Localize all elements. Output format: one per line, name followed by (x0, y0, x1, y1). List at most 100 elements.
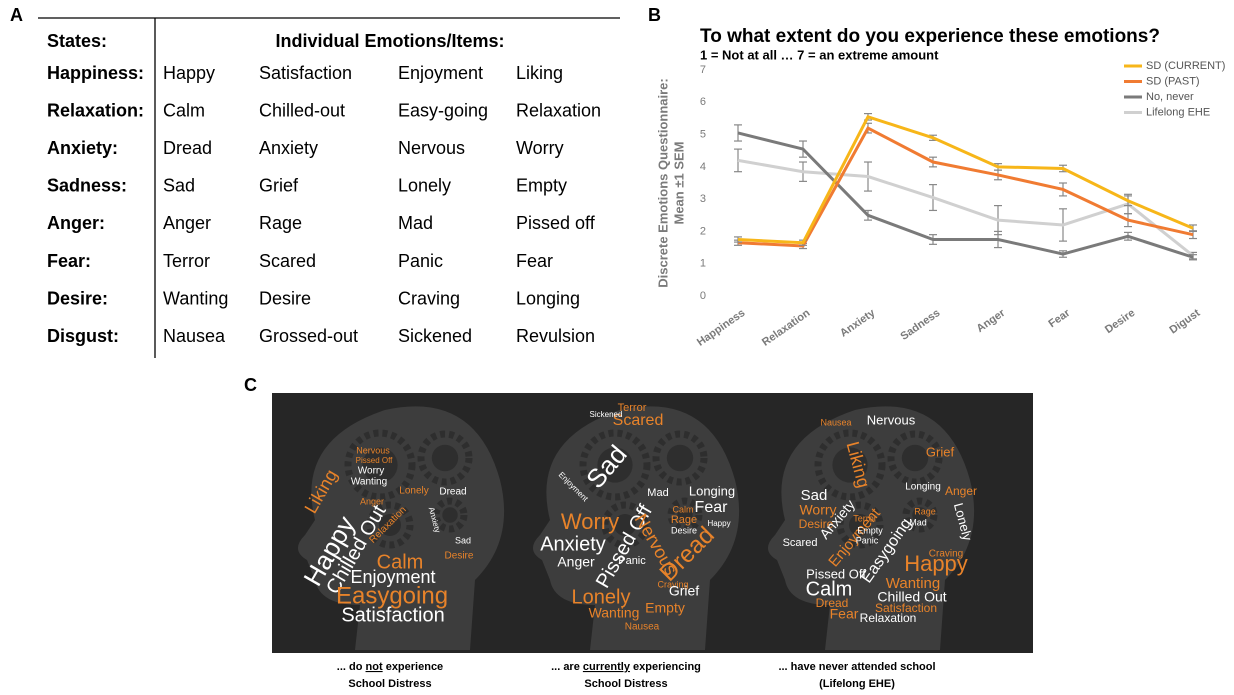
cloud-word: Anxiety (540, 533, 606, 555)
cloud-word: Pissed Off (356, 456, 394, 465)
panel-label: B (648, 5, 661, 25)
gear-hub (597, 447, 633, 483)
cloud-word: Craving (657, 579, 688, 589)
table-cell: Sad (163, 176, 195, 196)
table-cell: Terror (163, 251, 210, 271)
table-header: States: (47, 31, 107, 51)
caption-part: currently (583, 661, 631, 673)
cloud-word: Sickened (590, 410, 623, 419)
gear (814, 429, 886, 501)
gear-hub (362, 447, 398, 483)
cloud-word: Grief (926, 444, 955, 459)
cloud-word: Terror (618, 402, 647, 414)
cloud-word: Anger (557, 554, 595, 570)
cloud-word: Nausea (820, 417, 851, 427)
cloud-word: Worry (799, 502, 836, 518)
table-cell: Lonely (398, 176, 451, 196)
row-header: Desire: (47, 288, 108, 308)
x-tick-label: Sadness (898, 307, 942, 343)
y-tick-label: 5 (700, 128, 706, 140)
gear (432, 497, 468, 533)
panel-label: C (244, 375, 257, 395)
cloud-word: Empty (645, 600, 685, 616)
x-tick-label: Anger (974, 307, 1008, 335)
table-cell: Mad (398, 213, 433, 233)
cloud-word: Lonely (572, 586, 631, 608)
caption-part: experiencing (630, 661, 701, 673)
table-cell: Sickened (398, 326, 472, 346)
row-header: Anxiety: (47, 138, 118, 158)
caption: School Distress (584, 678, 667, 690)
cloud-word: Calm (806, 578, 853, 600)
cloud-word: Anger (360, 496, 384, 506)
series-line (737, 158, 1194, 257)
cloud-word: Desire (445, 551, 474, 562)
cloud-word: Nervous (356, 445, 390, 455)
gear (902, 497, 938, 533)
caption: School Distress (348, 678, 431, 690)
gear-hub (677, 507, 693, 523)
caption-part: experience (383, 661, 444, 673)
gear-hub (666, 444, 694, 472)
table-cell: Nausea (163, 326, 226, 346)
cloud-word: Mad (647, 487, 668, 499)
caption: ... have never attended school (778, 661, 935, 673)
cloud-word: Craving (929, 549, 963, 560)
cloud-word: Satisfaction (875, 601, 937, 615)
y-axis-label: Mean ±1 SEM (671, 142, 686, 225)
x-tick-label: Digust (1167, 307, 1202, 337)
table-cell: Calm (163, 100, 205, 120)
x-tick-label: Desire (1103, 307, 1137, 336)
cloud-word: Easygoing (336, 582, 448, 609)
table-cell: Nervous (398, 138, 465, 158)
row-header: Sadness: (47, 176, 127, 196)
table-cell: Enjoyment (398, 63, 483, 83)
cloud-word: Mad (909, 517, 927, 527)
legend-label: Lifelong EHE (1146, 106, 1210, 118)
cloud-word: Relaxation (860, 611, 917, 625)
cloud-word: Scared (783, 537, 818, 549)
table-cell: Worry (516, 138, 564, 158)
table-cell: Grossed-out (259, 326, 358, 346)
x-tick-label: Anxiety (838, 307, 878, 340)
y-tick-label: 1 (700, 258, 706, 270)
cloud-word: Terror (853, 513, 877, 523)
row-header: Relaxation: (47, 100, 144, 120)
cloud-word: Longing (905, 482, 941, 493)
table-cell: Pissed off (516, 213, 596, 233)
caption-part: ... have never attended school (778, 661, 935, 673)
cloud-word: Calm (672, 504, 693, 514)
table-cell: Desire (259, 288, 311, 308)
legend-label: No, never (1146, 91, 1194, 103)
cloud-word: Desire (671, 525, 697, 535)
table-cell: Satisfaction (259, 63, 352, 83)
cloud-word: Happy (707, 519, 730, 528)
cloud-word: Pissed Off (806, 566, 866, 581)
cloud-word: Sad (801, 487, 828, 504)
series-line (737, 114, 1194, 245)
gear-hub (431, 444, 459, 472)
cloud-word: Dread (816, 596, 849, 610)
cloud-word: Wanting (351, 477, 387, 488)
table-cell: Fear (516, 251, 553, 271)
row-header: Happiness: (47, 63, 144, 83)
gear-hub (614, 514, 636, 536)
cloud-word: Dread (439, 487, 466, 498)
cloud-word: Calm (377, 551, 424, 573)
caption-part: ... do (337, 661, 366, 673)
chart-subtitle: 1 = Not at all … 7 = an extreme amount (700, 47, 939, 62)
series-line (737, 126, 1194, 248)
table-cell: Longing (516, 288, 580, 308)
cloud-word: Wanting (589, 605, 640, 621)
gear (417, 430, 473, 486)
table-cell: Rage (259, 213, 302, 233)
table-cell: Easy-going (398, 100, 488, 120)
y-tick-label: 0 (700, 290, 706, 302)
x-tick-label: Happiness (695, 307, 747, 349)
series-line (737, 131, 1194, 259)
table-cell: Liking (516, 63, 563, 83)
gear (601, 501, 649, 549)
table-cell: Anxiety (259, 138, 318, 158)
gear (887, 430, 943, 486)
